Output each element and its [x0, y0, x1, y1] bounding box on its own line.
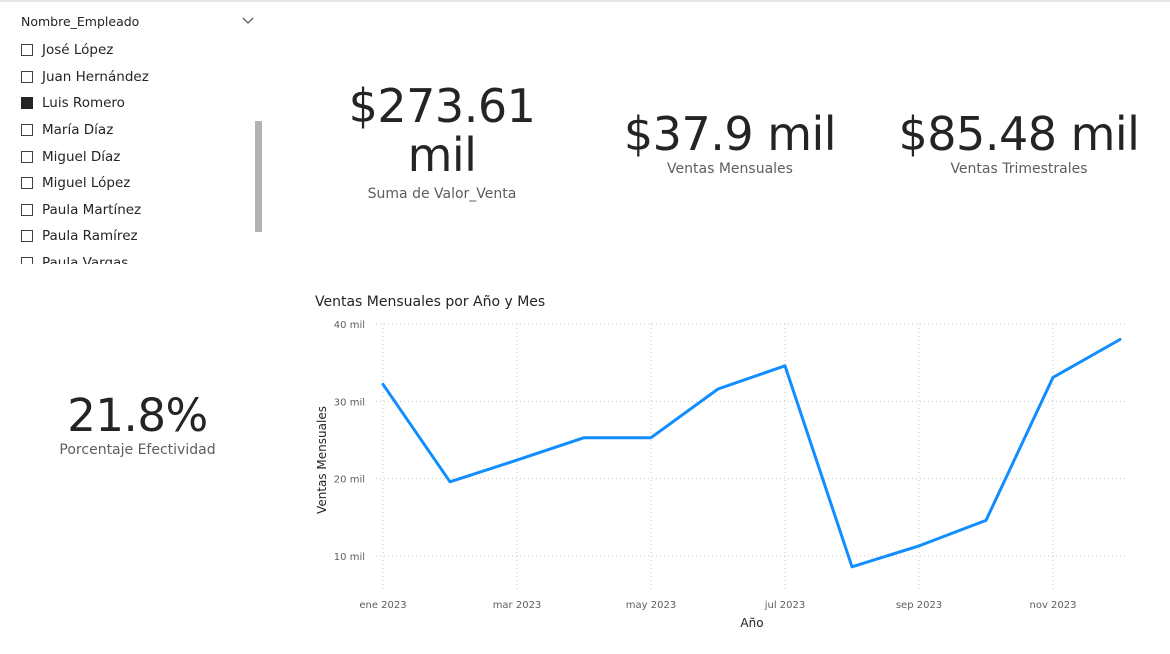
card-label: Porcentaje Efectividad	[59, 441, 216, 458]
slicer-item-label: Miguel López	[42, 175, 131, 192]
x-tick-label: mar 2023	[493, 600, 542, 611]
y-tick-label: 30 mil	[334, 397, 365, 408]
slicer-item[interactable]: Miguel Díaz	[21, 143, 253, 170]
x-tick-label: sep 2023	[896, 600, 942, 611]
slicer-item-label: José López	[42, 42, 114, 59]
slicer-scrollbar[interactable]	[255, 121, 262, 232]
checkbox-icon[interactable]	[21, 257, 33, 264]
y-tick-label: 20 mil	[334, 475, 365, 486]
slicer-item[interactable]: Paula Martínez	[21, 197, 253, 224]
x-tick-label: nov 2023	[1029, 600, 1076, 611]
checkbox-icon[interactable]	[21, 124, 33, 137]
slicer-item[interactable]: José López	[21, 37, 253, 64]
top-border	[0, 0, 1170, 2]
card-total-sales[interactable]: $273.61 mil Suma de Valor_Venta	[322, 82, 562, 202]
checkbox-icon[interactable]	[21, 230, 33, 243]
slicer-item-label: Paula Martínez	[42, 201, 142, 218]
card-label: Suma de Valor_Venta	[367, 185, 517, 202]
card-value: 21.8%	[67, 389, 208, 442]
slicer-item[interactable]: Paula Ramírez	[21, 223, 253, 250]
checkbox-icon[interactable]	[21, 44, 33, 57]
slicer-item[interactable]: Luis Romero	[21, 90, 253, 117]
slicer-item[interactable]: Paula Vargas	[21, 250, 253, 264]
slicer-item-label: Paula Ramírez	[42, 228, 138, 245]
card-value-line: $273.61	[348, 79, 536, 133]
card-quarterly-sales[interactable]: $85.48 mil Ventas Trimestrales	[885, 110, 1153, 177]
slicer-item-label: Luis Romero	[42, 95, 125, 112]
x-tick-label: ene 2023	[359, 600, 406, 611]
y-tick-label: 10 mil	[334, 552, 365, 563]
chevron-down-icon[interactable]	[241, 14, 255, 28]
slicer-item[interactable]: Miguel López	[21, 170, 253, 197]
checkbox-icon[interactable]	[21, 70, 33, 83]
checkbox-icon[interactable]	[21, 177, 33, 190]
y-axis-title: Ventas Mensuales	[315, 406, 329, 514]
slicer-header: Nombre_Empleado	[21, 14, 140, 29]
employee-slicer[interactable]: Nombre_Empleado José López Juan Hernánde…	[0, 8, 270, 264]
y-tick-label: 40 mil	[334, 320, 365, 331]
slicer-item-label: María Díaz	[42, 122, 114, 139]
checkbox-icon[interactable]	[21, 150, 33, 163]
card-monthly-sales[interactable]: $37.9 mil Ventas Mensuales	[595, 110, 865, 177]
slicer-item[interactable]: Juan Hernández	[21, 64, 253, 91]
x-tick-label: jul 2023	[764, 600, 806, 611]
x-axis-title: Año	[740, 616, 763, 630]
card-value: $37.9 mil	[623, 107, 837, 161]
slicer-item-label: Miguel Díaz	[42, 148, 121, 165]
series-line	[381, 338, 1122, 569]
checkbox-icon[interactable]	[21, 203, 33, 216]
slicer-item[interactable]: María Díaz	[21, 117, 253, 144]
card-label: Ventas Mensuales	[667, 160, 793, 177]
slicer-item-label: Juan Hernández	[42, 68, 149, 85]
card-value: $85.48 mil	[898, 107, 1140, 161]
slicer-item-label: Paula Vargas	[42, 255, 129, 264]
card-value: $273.61 mil	[322, 82, 562, 180]
slicer-list: José López Juan Hernández Luis Romero Ma…	[21, 37, 253, 264]
chart-title: Ventas Mensuales por Año y Mes	[315, 294, 546, 310]
checkbox-icon[interactable]	[21, 97, 33, 110]
card-value-line: mil	[407, 127, 477, 182]
card-label: Ventas Trimestrales	[950, 160, 1088, 177]
card-effectiveness[interactable]: 21.8% Porcentaje Efectividad	[35, 392, 240, 458]
x-tick-label: may 2023	[626, 600, 676, 611]
